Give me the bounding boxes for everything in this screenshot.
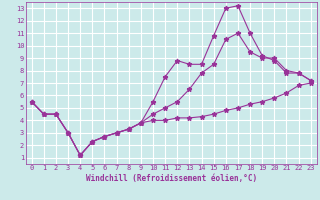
X-axis label: Windchill (Refroidissement éolien,°C): Windchill (Refroidissement éolien,°C) (86, 174, 257, 183)
